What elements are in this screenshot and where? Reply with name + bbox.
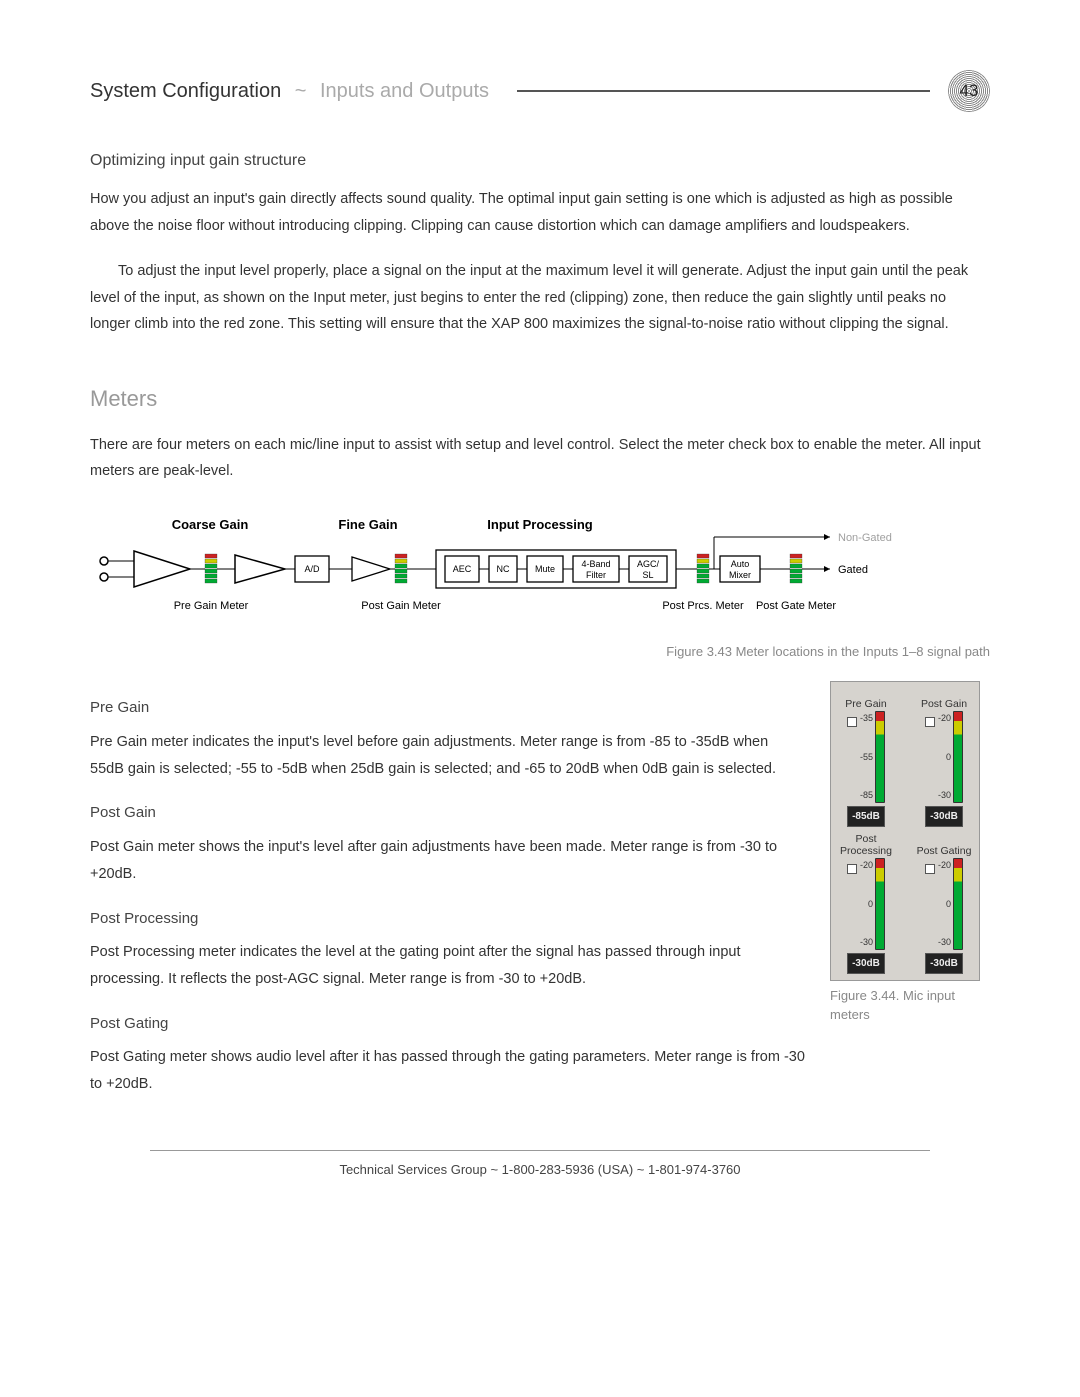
- meter-enable-checkbox[interactable]: [847, 864, 857, 874]
- svg-text:AEC: AEC: [453, 564, 472, 574]
- svg-text:Fine Gain: Fine Gain: [338, 517, 397, 532]
- meter-value: -30dB: [925, 953, 963, 974]
- optimize-p1: How you adjust an input's gain directly …: [90, 186, 990, 240]
- optimize-p2: To adjust the input level properly, plac…: [90, 258, 990, 338]
- svg-text:Pre Gain Meter: Pre Gain Meter: [174, 600, 249, 612]
- meter-title: Pre Gain: [845, 686, 886, 710]
- section-title-meters: Meters: [90, 380, 990, 417]
- pregain-body: Pre Gain meter indicates the input's lev…: [90, 729, 806, 783]
- meter-enable-checkbox[interactable]: [925, 864, 935, 874]
- meters-intro: There are four meters on each mic/line i…: [90, 432, 990, 486]
- header-title-group: System Configuration ~ Inputs and Output…: [90, 74, 489, 108]
- meter-enable-checkbox[interactable]: [925, 717, 935, 727]
- meter-enable-checkbox[interactable]: [847, 717, 857, 727]
- footer-text: Technical Services Group ~ 1-800-283-593…: [90, 1159, 990, 1181]
- svg-text:Gated: Gated: [838, 564, 868, 576]
- meter-bar: [875, 858, 885, 950]
- chapter-sep: ~: [289, 74, 312, 108]
- svg-text:Mixer: Mixer: [729, 570, 751, 580]
- meter-bar: [875, 711, 885, 803]
- svg-text:AGC/: AGC/: [637, 559, 660, 569]
- svg-text:A/D: A/D: [304, 564, 320, 574]
- section-title-optimize: Optimizing input gain structure: [90, 147, 990, 174]
- mic-meters-figure: Pre Gain-35-55-85-85dBPost Gain-200-30-3…: [830, 681, 990, 1023]
- meter-bar: [953, 711, 963, 803]
- chapter-title: System Configuration: [90, 74, 281, 108]
- page-header: System Configuration ~ Inputs and Output…: [90, 70, 990, 112]
- postgate-body: Post Gating meter shows audio level afte…: [90, 1044, 806, 1098]
- meter-descriptions: Pre Gain Pre Gain meter indicates the in…: [90, 681, 806, 1116]
- pregain-title: Pre Gain: [90, 695, 806, 721]
- signal-path-diagram: Coarse Gain Fine Gain Input Processing A/D A…: [90, 513, 990, 633]
- svg-text:Post Gain Meter: Post Gain Meter: [361, 600, 441, 612]
- svg-text:SL: SL: [642, 570, 653, 580]
- meter-bar: [953, 858, 963, 950]
- meter-value: -30dB: [847, 953, 885, 974]
- figure-3-44-caption: Figure 3.44. Mic input meters: [830, 987, 990, 1023]
- svg-text:Auto: Auto: [731, 559, 750, 569]
- postproc-title: Post Processing: [90, 906, 806, 932]
- postgain-body: Post Gain meter shows the input's level …: [90, 834, 806, 888]
- svg-text:Coarse Gain: Coarse Gain: [172, 517, 249, 532]
- postgain-title: Post Gain: [90, 800, 806, 826]
- header-rule: [517, 90, 930, 92]
- signal-diagram-svg: Coarse Gain Fine Gain Input Processing A/D A…: [90, 513, 990, 633]
- mic-meters-panel: Pre Gain-35-55-85-85dBPost Gain-200-30-3…: [830, 681, 980, 981]
- svg-text:4-Band: 4-Band: [581, 559, 610, 569]
- svg-text:NC: NC: [497, 564, 510, 574]
- meter-title: Post Gain: [921, 686, 967, 710]
- postproc-body: Post Processing meter indicates the leve…: [90, 939, 806, 993]
- page-number: 43: [960, 77, 979, 106]
- chapter-subsection: Inputs and Outputs: [320, 74, 489, 108]
- page-number-badge: 43: [948, 70, 990, 112]
- footer-separator: [150, 1150, 930, 1151]
- meter-title: Post Gating: [917, 833, 972, 857]
- meter-value: -85dB: [847, 806, 885, 827]
- svg-text:Mute: Mute: [535, 564, 555, 574]
- svg-text:Non-Gated: Non-Gated: [838, 532, 892, 544]
- figure-3-43-caption: Figure 3.43 Meter locations in the Input…: [90, 641, 990, 663]
- svg-text:Post Prcs. Meter: Post Prcs. Meter: [662, 600, 744, 612]
- meter-title: Post Processing: [837, 833, 895, 857]
- svg-text:Post Gate Meter: Post Gate Meter: [756, 600, 836, 612]
- svg-text:Input Processing: Input Processing: [487, 517, 593, 532]
- svg-text:Filter: Filter: [586, 570, 606, 580]
- meter-value: -30dB: [925, 806, 963, 827]
- postgate-title: Post Gating: [90, 1011, 806, 1037]
